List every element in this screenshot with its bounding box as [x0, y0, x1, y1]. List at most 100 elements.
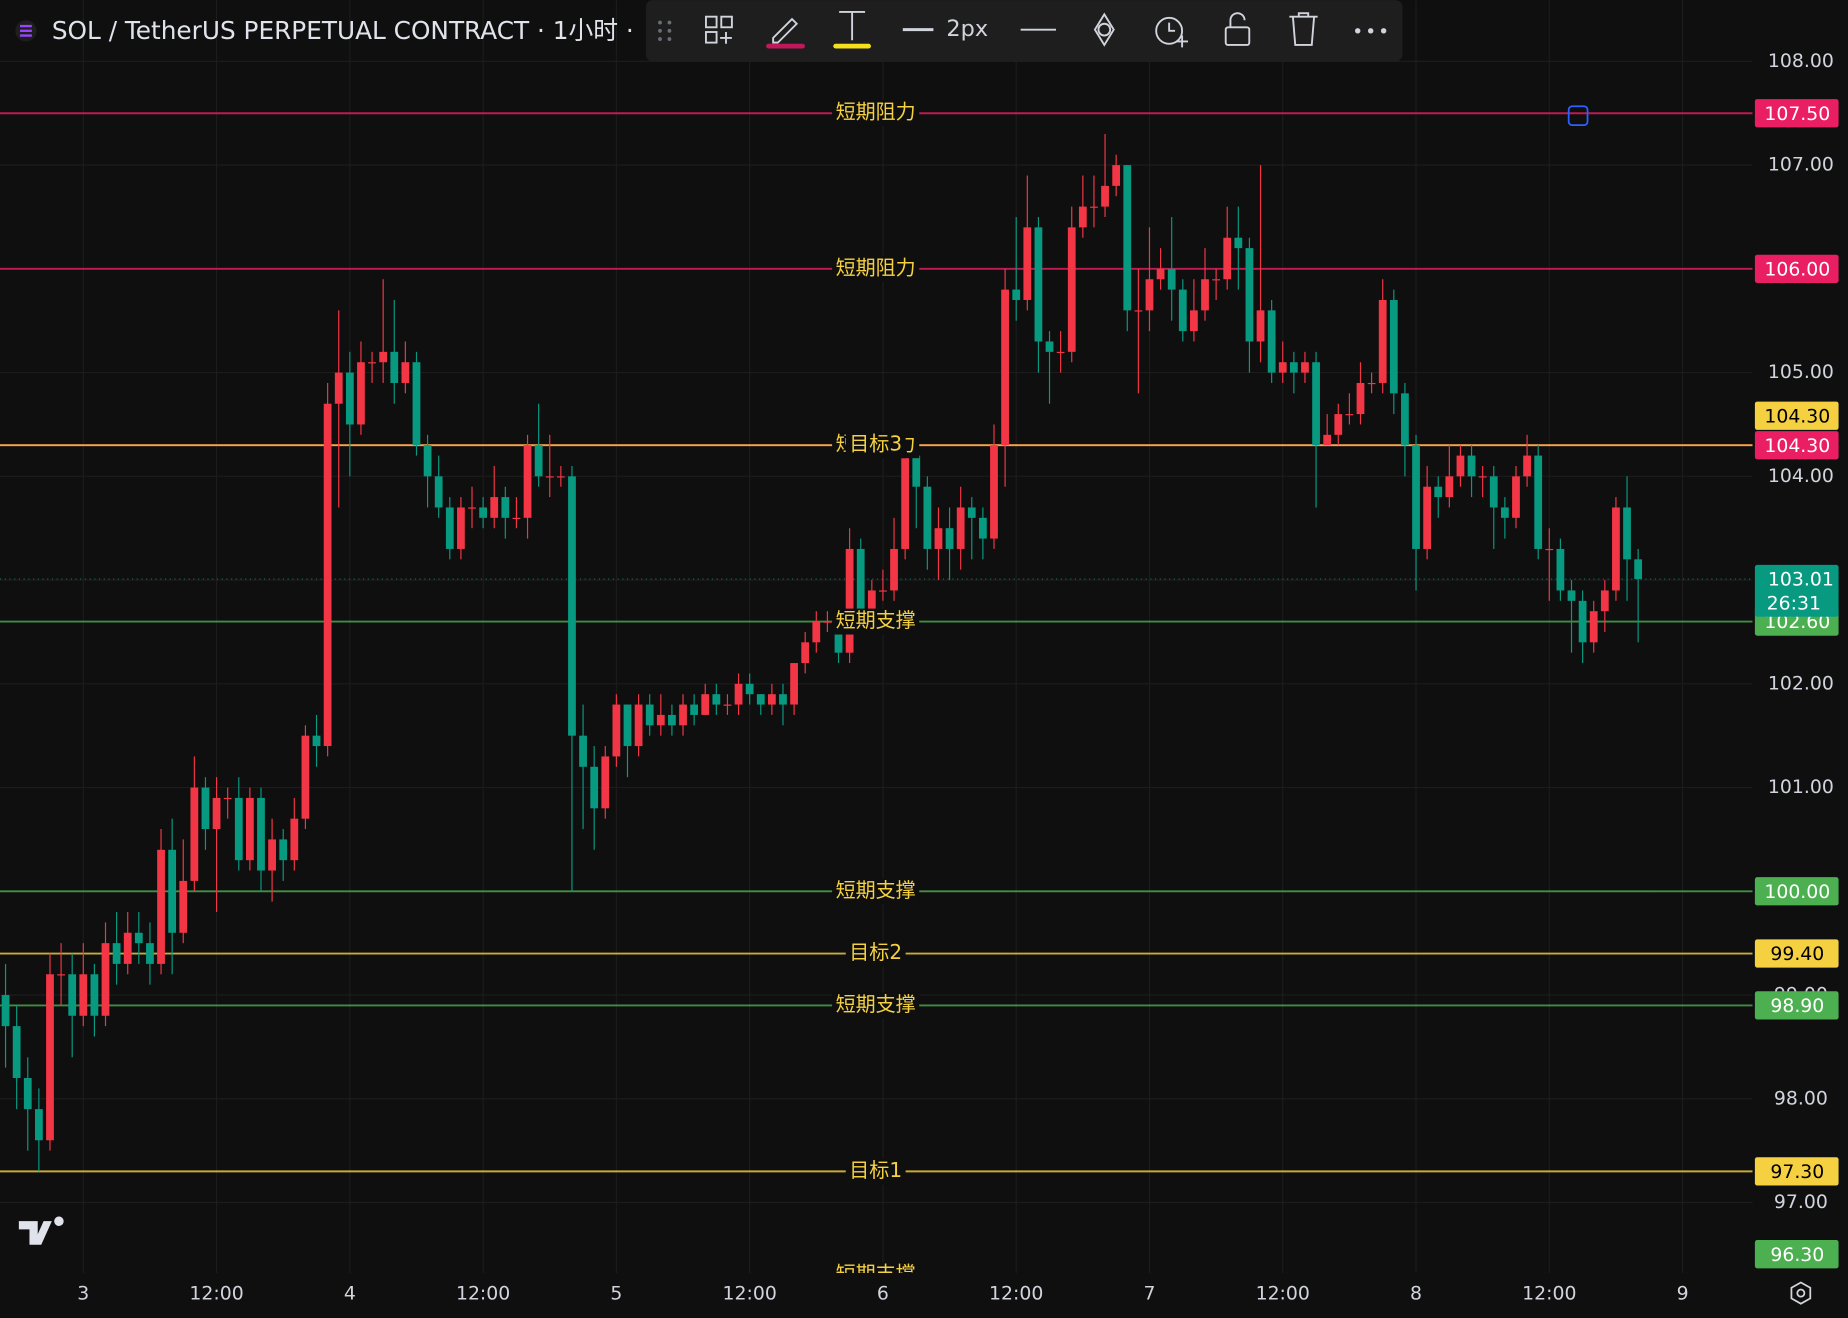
candle-body	[1090, 206, 1098, 208]
candle-body	[423, 445, 432, 477]
candle-body	[1600, 590, 1609, 612]
candle-body	[46, 974, 54, 1141]
candle-body	[1067, 227, 1076, 352]
candle-body	[1056, 351, 1065, 354]
candle-body	[679, 704, 687, 726]
candle-body	[1145, 279, 1154, 311]
candle-body	[1023, 227, 1032, 300]
candle-body	[579, 735, 587, 767]
price-tag	[1754, 431, 1839, 460]
y-tick-label: 108.00	[1768, 51, 1834, 72]
candle-body	[345, 372, 354, 425]
candle-body	[223, 797, 232, 800]
candle-body	[1256, 310, 1265, 342]
line-label-bg	[832, 992, 920, 1019]
candle-body	[1589, 611, 1598, 643]
line-label-bg	[845, 1158, 906, 1185]
candle-body	[734, 683, 743, 705]
candle-body	[1190, 310, 1198, 332]
settings-button[interactable]	[1093, 12, 1115, 47]
last-price-label: 103.01	[1768, 570, 1834, 591]
candle-body	[523, 445, 532, 518]
line-label: 目标3	[849, 432, 902, 456]
price-tag	[1754, 254, 1839, 284]
line-label-bg	[845, 432, 906, 459]
symbol-title: SOL / TetherUS PERPETUAL CONTRACT · 1小时 …	[52, 16, 634, 45]
candle-body	[745, 683, 754, 695]
price-tag	[1754, 99, 1839, 128]
x-tick-label: 12:00	[723, 1284, 777, 1305]
candle-body	[856, 548, 865, 622]
candle-body	[190, 787, 199, 881]
candle-body	[990, 445, 998, 539]
line-label: 短期阻力	[836, 255, 916, 279]
candle-body	[534, 445, 543, 477]
templates-button[interactable]	[705, 15, 733, 44]
candle-body	[257, 797, 265, 871]
last-price-tag	[1754, 564, 1839, 617]
candle-body	[1389, 299, 1398, 394]
candle-body	[245, 797, 254, 861]
candle-body	[1623, 507, 1631, 560]
candle-body	[1101, 185, 1109, 207]
candle-body	[945, 528, 954, 549]
candle-body	[1412, 445, 1420, 549]
text-color-swatch	[833, 43, 871, 49]
candle-body	[545, 476, 554, 478]
candle-body	[1301, 362, 1309, 373]
axis-settings[interactable]	[1790, 1281, 1812, 1305]
candle-body	[1156, 268, 1165, 280]
delete-button[interactable]	[1289, 12, 1318, 46]
line-labels: 短期阻力短期阻力短期阻力目标3短期支撑短期支撑目标2短期支撑目标1短期支撑	[832, 100, 920, 1274]
candle-body	[212, 797, 221, 830]
drag-handle[interactable]	[658, 20, 672, 41]
candle-body	[1367, 382, 1376, 385]
candle-body	[290, 818, 299, 861]
candle-body	[112, 943, 121, 964]
candle-body	[767, 694, 776, 705]
price-tag	[1754, 1240, 1839, 1269]
candle-body	[956, 507, 965, 549]
lock-button[interactable]	[1224, 12, 1251, 46]
text-color-button[interactable]	[839, 11, 866, 41]
candle-body	[279, 839, 288, 861]
candle-body	[712, 694, 721, 705]
candle-body	[412, 362, 421, 446]
x-tick-label: 8	[1410, 1284, 1422, 1305]
alert-button[interactable]	[1155, 16, 1188, 48]
candle-body	[1245, 248, 1254, 342]
candle-body	[323, 403, 332, 747]
candle-body	[357, 362, 365, 425]
more-button[interactable]	[1355, 28, 1387, 34]
price-tag-label: 100.00	[1764, 882, 1830, 903]
candle-body	[556, 476, 565, 478]
candle-body	[801, 642, 810, 664]
candle-body	[79, 974, 88, 1016]
candle-body	[1378, 299, 1387, 383]
y-tick-label: 98.00	[1774, 1088, 1828, 1109]
price-tag-label: 104.30	[1764, 436, 1830, 457]
candle-body	[934, 528, 943, 549]
candle-body	[1401, 393, 1409, 446]
x-tick-label: 12:00	[1256, 1284, 1310, 1305]
candle-body	[590, 766, 599, 809]
price-tag-label: 96.30	[1770, 1245, 1824, 1266]
countdown-label: 26:31	[1767, 593, 1821, 614]
candle-body	[57, 974, 65, 976]
candles	[1, 133, 1643, 1172]
candle-body	[1212, 279, 1221, 281]
line-color-button[interactable]	[772, 17, 799, 44]
price-tag-label: 106.00	[1764, 260, 1830, 281]
candle-body	[623, 704, 632, 747]
candle-body	[645, 704, 654, 726]
x-tick-label: 12:00	[989, 1284, 1043, 1305]
candle-body	[179, 880, 188, 933]
candle-body	[1612, 507, 1620, 591]
price-tag-label: 98.90	[1770, 996, 1824, 1017]
line-handle[interactable]	[1567, 105, 1589, 126]
price-tag	[1754, 939, 1839, 968]
candle-body	[1512, 476, 1520, 518]
logo	[18, 1216, 64, 1245]
candle-body	[34, 1109, 43, 1141]
line-color-swatch	[766, 43, 805, 49]
